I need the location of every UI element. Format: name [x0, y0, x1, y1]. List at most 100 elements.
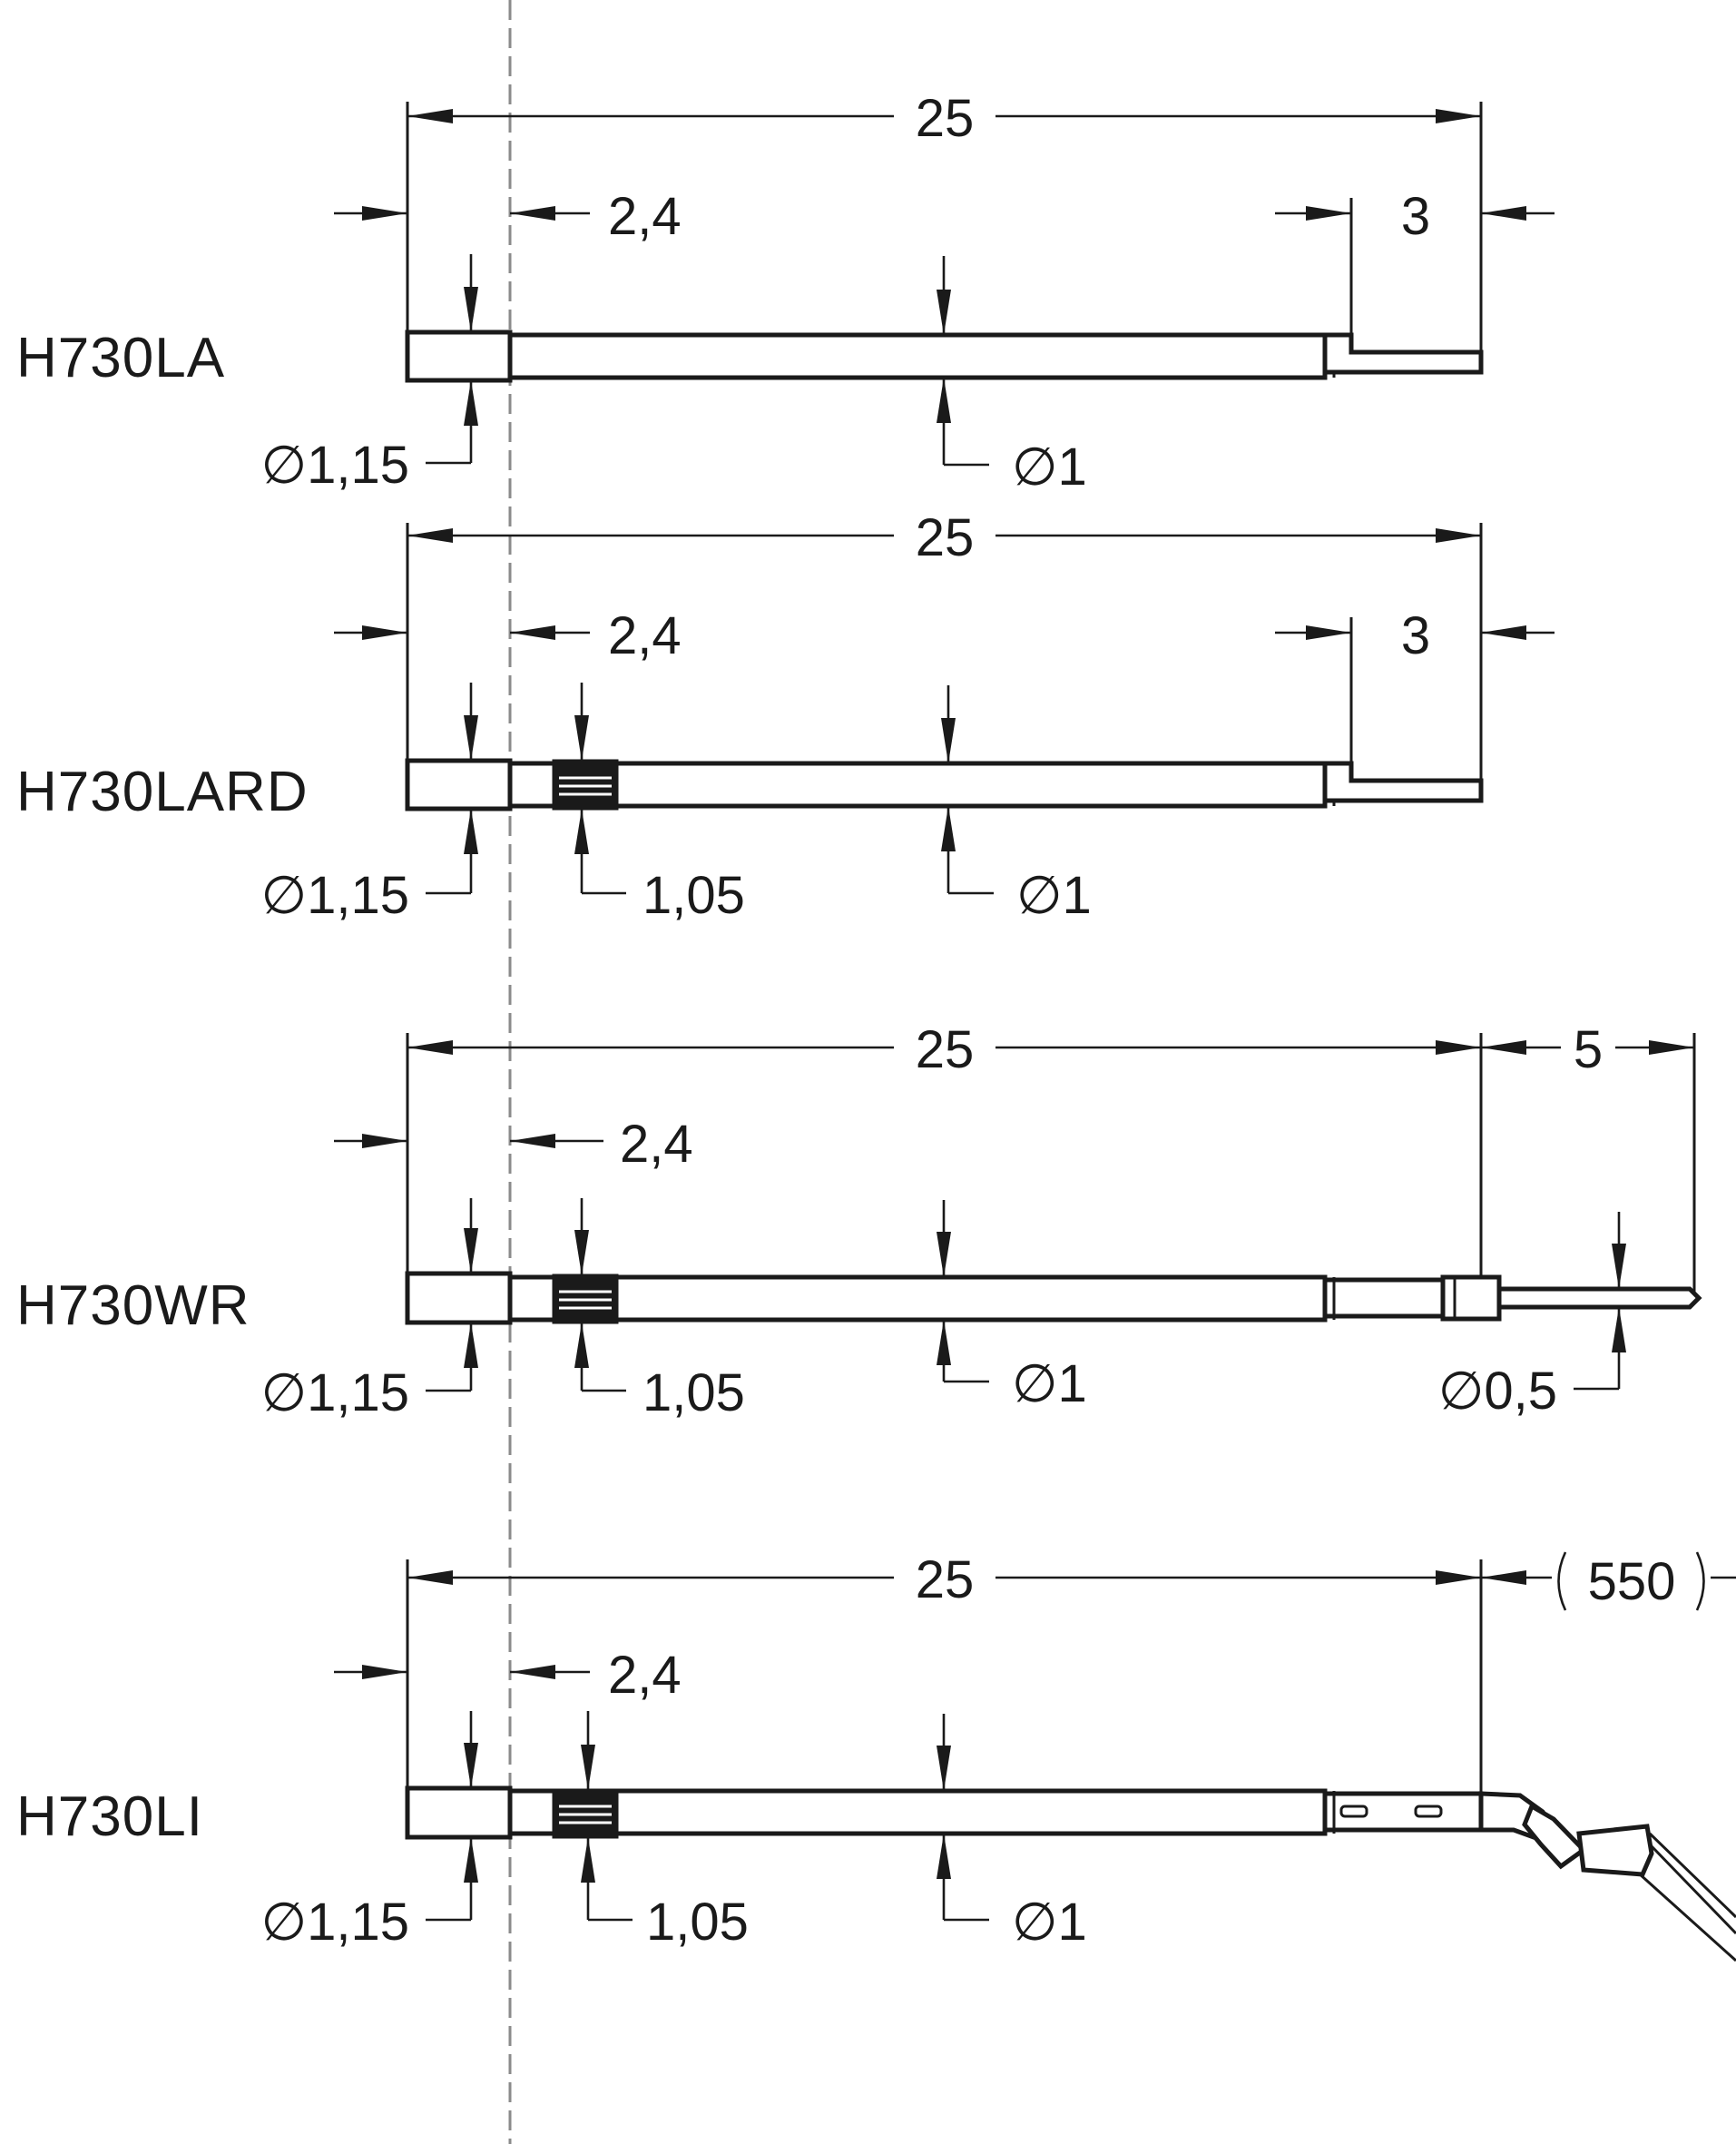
arrow-right-icon	[1436, 1570, 1481, 1585]
overall-length-value: 25	[916, 1020, 975, 1079]
arrow-right-icon	[362, 1665, 407, 1679]
arrow-left-icon	[510, 625, 555, 640]
arrow-down-icon	[574, 715, 589, 761]
shaft-diameter-value: ∅1	[1012, 1354, 1087, 1413]
part-label: H730WR	[16, 1274, 250, 1337]
head-diameter-value: ∅1,15	[261, 1893, 409, 1952]
knurl-diameter-value: 1,05	[646, 1893, 749, 1952]
arrow-down-icon	[937, 1232, 951, 1277]
tip-length-value: 3	[1401, 606, 1430, 665]
arrow-down-icon	[937, 1746, 951, 1791]
arrow-up-icon	[464, 1323, 478, 1368]
part-h730li: H730LI 25 550 2,4	[16, 1550, 1736, 1962]
arrow-up-icon	[574, 1323, 589, 1368]
knurl-diameter-value: 1,05	[642, 1363, 745, 1422]
cable-length-value: 550	[1588, 1552, 1676, 1611]
probe-shaft	[507, 332, 1328, 380]
arrow-left-icon	[407, 1570, 453, 1585]
probe-plunger	[1322, 1277, 1446, 1319]
arrow-down-icon	[937, 290, 951, 335]
shaft-diameter-value: ∅1	[1012, 1893, 1087, 1952]
shaft-diameter-value: ∅1	[1012, 438, 1087, 497]
tip-diameter-value: ∅0,5	[1438, 1362, 1557, 1421]
offset-value: 2,4	[620, 1115, 693, 1174]
arrow-up-icon	[464, 380, 478, 426]
arrow-left-icon	[510, 206, 555, 221]
cable-wire	[1650, 1844, 1736, 1935]
arrow-down-icon	[464, 1743, 478, 1788]
crimp-slot	[1414, 1805, 1443, 1818]
probe-sleeve	[1322, 1791, 1484, 1833]
arrow-right-icon	[362, 1134, 407, 1148]
arrow-up-icon	[937, 1320, 951, 1365]
tip-length-value: 3	[1401, 187, 1430, 246]
arrow-left-icon	[1481, 206, 1526, 221]
arrow-left-icon	[1481, 625, 1526, 640]
arrow-down-icon	[464, 715, 478, 761]
probe-shaft	[507, 761, 1328, 809]
arrow-up-icon	[1612, 1307, 1626, 1352]
part-h730wr: H730WR 25 5 2,4 ∅1,15	[16, 1020, 1702, 1422]
overall-length-value: 25	[916, 508, 975, 567]
arrow-left-icon	[407, 1040, 453, 1055]
cable-insulation	[1576, 1824, 1654, 1877]
offset-value: 2,4	[608, 187, 682, 246]
tip-length-value: 5	[1574, 1020, 1603, 1079]
arrow-right-icon	[1436, 109, 1481, 123]
probe-shaft	[507, 1274, 1328, 1323]
arrow-up-icon	[574, 809, 589, 854]
probe-tip	[1322, 761, 1484, 803]
part-label: H730LARD	[16, 761, 309, 823]
arrow-up-icon	[464, 1837, 478, 1883]
head-diameter-value: ∅1,15	[261, 1363, 409, 1422]
cable-connector	[1522, 1803, 1587, 1870]
arrow-up-icon	[581, 1837, 595, 1883]
probe-tip	[1322, 332, 1484, 375]
head-diameter-value: ∅1,15	[261, 436, 409, 495]
part-h730lard: H730LARD 25 2,4 3 ∅1,15	[16, 508, 1555, 925]
cable-wire	[1648, 1832, 1736, 1919]
arrow-left-icon	[510, 1134, 555, 1148]
crimp-slot	[1339, 1805, 1368, 1818]
arrow-right-icon	[1436, 1040, 1481, 1055]
arrow-up-icon	[941, 806, 956, 851]
probe-head	[405, 758, 513, 811]
arrow-down-icon	[464, 1228, 478, 1274]
probe-head	[405, 1785, 513, 1840]
arrow-right-icon	[1306, 206, 1351, 221]
arrow-left-icon	[510, 1665, 555, 1679]
overall-length-value: 25	[916, 89, 975, 148]
part-label: H730LA	[16, 327, 225, 389]
probe-head	[405, 329, 513, 383]
arrow-right-icon	[1306, 625, 1351, 640]
arrow-down-icon	[941, 718, 956, 763]
shaft-diameter-value: ∅1	[1016, 866, 1092, 925]
arrow-up-icon	[937, 378, 951, 423]
probe-collar	[1440, 1274, 1502, 1322]
probe-tip	[1496, 1286, 1702, 1310]
offset-value: 2,4	[608, 1646, 682, 1705]
arrow-right-icon	[1436, 528, 1481, 543]
part-label: H730LI	[16, 1785, 203, 1848]
arrow-right-icon	[1649, 1040, 1694, 1055]
overall-length-value: 25	[916, 1550, 975, 1609]
probe-shaft	[507, 1788, 1328, 1836]
arrow-right-icon	[362, 625, 407, 640]
cable-wire	[1637, 1872, 1736, 1962]
arrow-left-icon	[1481, 1570, 1526, 1585]
arrow-down-icon	[464, 287, 478, 332]
arrow-left-icon	[407, 528, 453, 543]
arrow-down-icon	[574, 1230, 589, 1275]
probe-head	[405, 1271, 513, 1325]
arrow-right-icon	[362, 206, 407, 221]
cable-length-bracket	[1695, 1551, 1705, 1611]
arrow-left-icon	[1481, 1040, 1526, 1055]
knurl-diameter-value: 1,05	[642, 866, 745, 925]
arrow-left-icon	[407, 109, 453, 123]
arrow-up-icon	[937, 1834, 951, 1879]
arrow-down-icon	[581, 1745, 595, 1790]
cable-length-bracket	[1557, 1551, 1567, 1611]
part-h730la: H730LA 25 2,4 3 ∅1,15	[16, 89, 1555, 497]
arrow-up-icon	[464, 809, 478, 854]
